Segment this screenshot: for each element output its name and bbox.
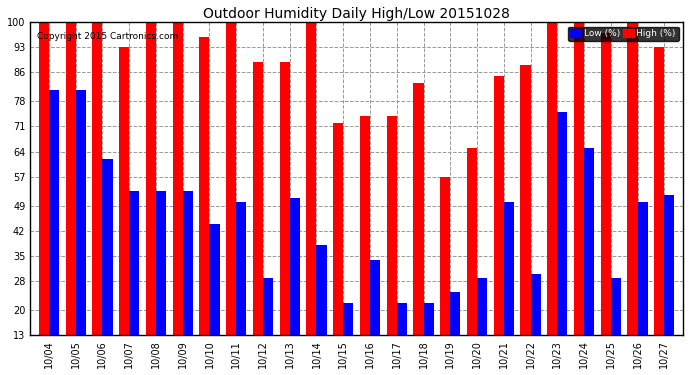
Bar — [397, 303, 407, 335]
Bar — [638, 202, 648, 335]
Bar — [664, 195, 675, 335]
Bar — [370, 260, 380, 335]
Bar — [477, 278, 487, 335]
Bar — [451, 292, 460, 335]
Bar — [236, 202, 246, 335]
Bar — [172, 22, 183, 335]
Bar — [386, 116, 397, 335]
Bar — [102, 159, 112, 335]
Bar — [343, 303, 353, 335]
Bar — [600, 33, 611, 335]
Bar — [199, 36, 210, 335]
Bar — [333, 123, 343, 335]
Bar — [317, 245, 326, 335]
Bar — [531, 274, 541, 335]
Bar — [654, 47, 664, 335]
Bar — [183, 191, 193, 335]
Bar — [279, 62, 290, 335]
Bar — [156, 191, 166, 335]
Text: Copyright 2015 Cartronics.com: Copyright 2015 Cartronics.com — [37, 32, 178, 40]
Bar — [574, 22, 584, 335]
Bar — [547, 22, 558, 335]
Bar — [424, 303, 434, 335]
Bar — [290, 198, 300, 335]
Bar — [627, 22, 638, 335]
Bar — [226, 22, 236, 335]
Bar — [584, 148, 594, 335]
Legend: Low (%), High (%): Low (%), High (%) — [568, 27, 678, 41]
Bar — [263, 278, 273, 335]
Bar — [129, 191, 139, 335]
Bar — [504, 202, 514, 335]
Bar — [306, 22, 317, 335]
Bar — [49, 90, 59, 335]
Bar — [493, 76, 504, 335]
Bar — [92, 22, 102, 335]
Bar — [359, 116, 370, 335]
Bar — [520, 65, 531, 335]
Bar — [611, 278, 621, 335]
Bar — [76, 90, 86, 335]
Bar — [119, 47, 129, 335]
Bar — [146, 22, 156, 335]
Bar — [440, 177, 451, 335]
Bar — [39, 22, 49, 335]
Bar — [253, 62, 263, 335]
Bar — [558, 112, 567, 335]
Bar — [413, 83, 424, 335]
Bar — [66, 22, 76, 335]
Title: Outdoor Humidity Daily High/Low 20151028: Outdoor Humidity Daily High/Low 20151028 — [203, 7, 510, 21]
Bar — [467, 148, 477, 335]
Bar — [210, 224, 219, 335]
